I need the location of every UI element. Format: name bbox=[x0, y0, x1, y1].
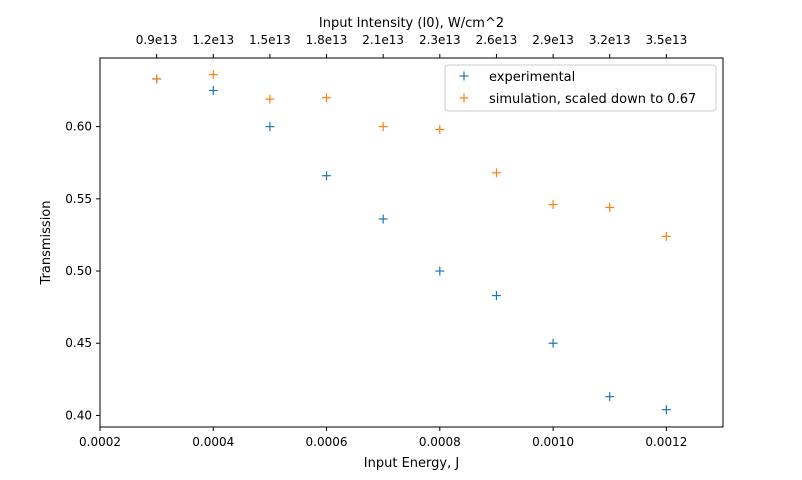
data-point bbox=[322, 171, 332, 181]
legend-box bbox=[444, 64, 717, 112]
legend-marker bbox=[459, 93, 469, 103]
x-tick-label: 0.0012 bbox=[645, 435, 687, 449]
data-point bbox=[661, 405, 671, 415]
legend-marker bbox=[459, 71, 469, 81]
data-point bbox=[548, 200, 558, 210]
bottom-x-axis-ticks: 0.0002 0.0004 0.0006 0.0008 0.0010 0.0012 bbox=[79, 427, 687, 449]
data-point bbox=[378, 214, 388, 224]
series-1 bbox=[152, 74, 671, 415]
data-point bbox=[548, 338, 558, 348]
data-point bbox=[435, 124, 445, 134]
data-point bbox=[435, 266, 445, 276]
y-axis-label: Transmission bbox=[39, 201, 54, 286]
data-point bbox=[265, 94, 275, 104]
top-tick-label: 2.3e13 bbox=[419, 33, 461, 47]
x-tick-label: 0.0004 bbox=[192, 435, 234, 449]
x-tick-label: 0.0006 bbox=[306, 435, 348, 449]
top-tick-label: 3.2e13 bbox=[589, 33, 631, 47]
data-point bbox=[208, 85, 218, 95]
y-tick-label: 0.50 bbox=[65, 264, 92, 278]
top-tick-label: 2.9e13 bbox=[532, 33, 574, 47]
top-x-axis-ticks: 0.9e13 1.2e13 1.5e13 1.8e13 2.1e13 2.3e13 2.6e… bbox=[136, 33, 687, 58]
data-point bbox=[605, 392, 615, 402]
y-tick-label: 0.40 bbox=[65, 408, 92, 422]
x-tick-label: 0.0008 bbox=[419, 435, 461, 449]
top-x-axis-label: Input Intensity (I0), W/cm^2 bbox=[319, 16, 504, 31]
plot-frame bbox=[99, 57, 724, 428]
data-point bbox=[378, 122, 388, 132]
top-tick-label: 1.5e13 bbox=[249, 33, 291, 47]
data-point bbox=[491, 168, 501, 178]
y-tick-label: 0.55 bbox=[65, 192, 92, 206]
top-tick-label: 0.9e13 bbox=[136, 33, 178, 47]
legend-label: experimental bbox=[489, 70, 575, 85]
data-point bbox=[605, 202, 615, 212]
data-point bbox=[152, 74, 162, 84]
y-tick-label: 0.60 bbox=[65, 120, 92, 134]
x-tick-label: 0.0010 bbox=[532, 435, 574, 449]
x-tick-label: 0.0002 bbox=[79, 435, 121, 449]
legend: experimental simulation, scaled down to 0… bbox=[444, 64, 717, 112]
top-tick-label: 2.1e13 bbox=[362, 33, 404, 47]
y-axis-ticks: 0.40 0.45 0.50 0.55 0.60 bbox=[65, 120, 100, 422]
legend-label: simulation, scaled down to 0.67 bbox=[489, 92, 696, 107]
x-axis-label: Input Energy, J bbox=[364, 456, 459, 471]
top-tick-label: 1.2e13 bbox=[192, 33, 234, 47]
series-2 bbox=[152, 70, 671, 241]
top-tick-label: 3.5e13 bbox=[645, 33, 687, 47]
top-tick-label: 2.6e13 bbox=[476, 33, 518, 47]
y-tick-label: 0.45 bbox=[65, 336, 92, 350]
data-point bbox=[208, 70, 218, 80]
data-point bbox=[265, 122, 275, 132]
data-points bbox=[152, 70, 671, 415]
data-point bbox=[322, 93, 332, 103]
data-point bbox=[661, 231, 671, 241]
data-point bbox=[491, 291, 501, 301]
top-tick-label: 1.8e13 bbox=[306, 33, 348, 47]
